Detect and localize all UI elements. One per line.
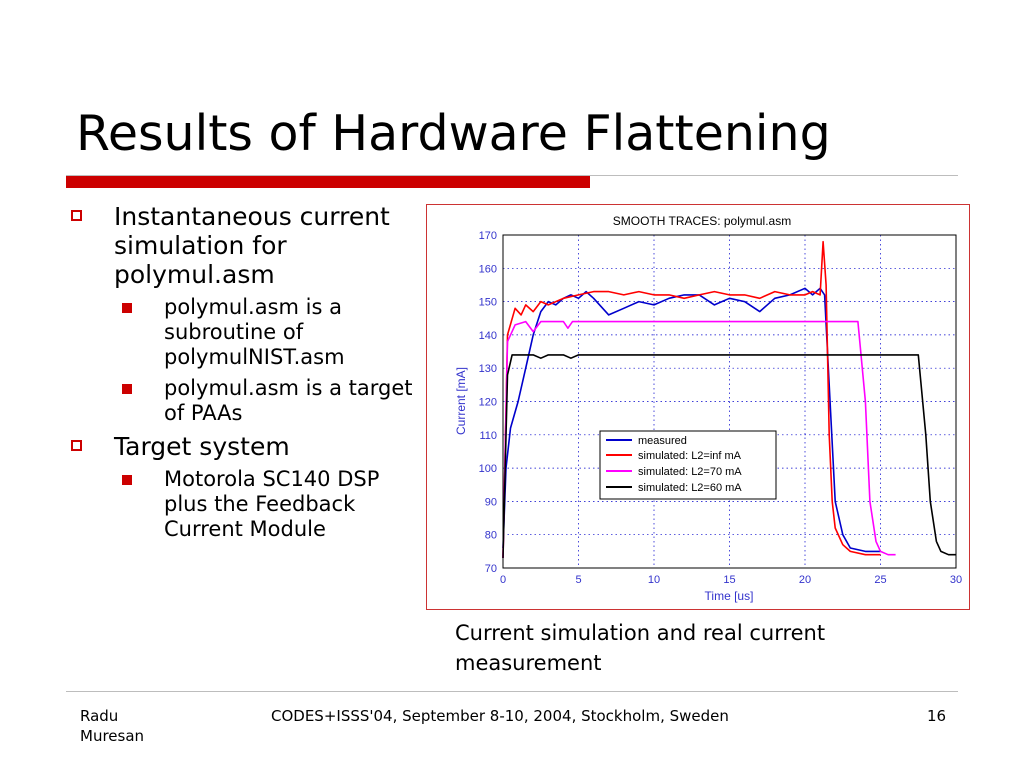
sub-bullet-text: Motorola SC140 DSP plus the Feedback Cur…: [164, 467, 380, 541]
filled-square-bullet-icon: [122, 303, 132, 313]
x-axis-label: Time [us]: [705, 589, 754, 603]
series-line-l2-inf: [502, 240, 881, 559]
sub-bullet-text: polymul.asm is a target of PAAs: [164, 376, 413, 425]
y-tick-label: 140: [479, 330, 497, 342]
x-tick-label: 0: [500, 574, 506, 586]
sub-bullet-item: Motorola SC140 DSP plus the Feedback Cur…: [66, 467, 416, 542]
y-tick-label: 170: [479, 230, 497, 242]
bullet-item: Instantaneous current simulation for pol…: [66, 202, 416, 289]
bullet-text: Instantaneous current simulation for pol…: [114, 202, 390, 289]
footer-page-number: 16: [927, 707, 947, 725]
footer-divider: [66, 691, 958, 692]
x-tick-label: 15: [723, 574, 735, 586]
title-divider-thin: [66, 175, 958, 176]
chart-caption: Current simulation and real current meas…: [447, 618, 927, 686]
sub-bullet-item: polymul.asm is a subroutine of polymulNI…: [66, 295, 416, 370]
slide-title: Results of Hardware Flattening: [76, 105, 831, 162]
x-tick-label: 25: [874, 574, 886, 586]
filled-square-bullet-icon: [122, 475, 132, 485]
current-chart: 0 5 10 15 20 25 30 70 80 90 100 110 120 130 140 150 160 1…: [454, 214, 962, 603]
filled-square-bullet-icon: [122, 384, 132, 394]
y-tick-label: 100: [479, 463, 497, 475]
y-tick-label: 150: [479, 297, 497, 309]
legend-label-l2-60: simulated: L2=60 mA: [638, 482, 742, 494]
x-tick-label: 20: [799, 574, 811, 586]
hollow-square-bullet-icon: [71, 210, 82, 221]
legend-label-l2-inf: simulated: L2=inf mA: [638, 450, 742, 462]
sub-bullet-item: polymul.asm is a target of PAAs: [66, 376, 416, 426]
plot-area-border: [502, 234, 957, 569]
legend-label-measured: measured: [638, 435, 687, 447]
y-tick-label: 160: [479, 263, 497, 275]
y-tick-label: 120: [479, 397, 497, 409]
bullet-item: Target system: [66, 432, 416, 461]
y-tick-label: 80: [485, 530, 497, 542]
footer-author: Radu Muresan: [80, 707, 145, 745]
legend-box: [599, 430, 777, 500]
x-tick-label: 5: [575, 574, 581, 586]
series-line-l2-70: [502, 320, 896, 559]
sub-bullet-text: polymul.asm is a subroutine of polymulNI…: [164, 295, 345, 369]
y-tick-label: 110: [479, 430, 497, 442]
chart-frame: 0 5 10 15 20 25 30 70 80 90 100 110 120 130 140 150 160 1…: [426, 204, 970, 610]
legend-label-l2-70: simulated: L2=70 mA: [638, 466, 742, 478]
series-line-l2-60: [502, 354, 956, 559]
y-tick-label: 130: [479, 363, 497, 375]
y-axis-label: Current [mA]: [454, 367, 468, 435]
footer-conference: CODES+ISSS'04, September 8-10, 2004, Sto…: [271, 707, 729, 725]
series-line-measured: [502, 287, 881, 553]
chart-title: SMOOTH TRACES: polymul.asm: [613, 214, 791, 228]
x-tick-label: 30: [950, 574, 962, 586]
bullet-list: Instantaneous current simulation for pol…: [66, 202, 416, 548]
y-tick-label: 70: [485, 563, 497, 575]
chart-legend: measured simulated: L2=inf mA simulated:…: [599, 430, 777, 500]
title-divider-accent: [66, 176, 590, 188]
x-tick-label: 10: [648, 574, 660, 586]
y-tick-label: 90: [485, 496, 497, 508]
bullet-text: Target system: [114, 432, 290, 461]
hollow-square-bullet-icon: [71, 440, 82, 451]
